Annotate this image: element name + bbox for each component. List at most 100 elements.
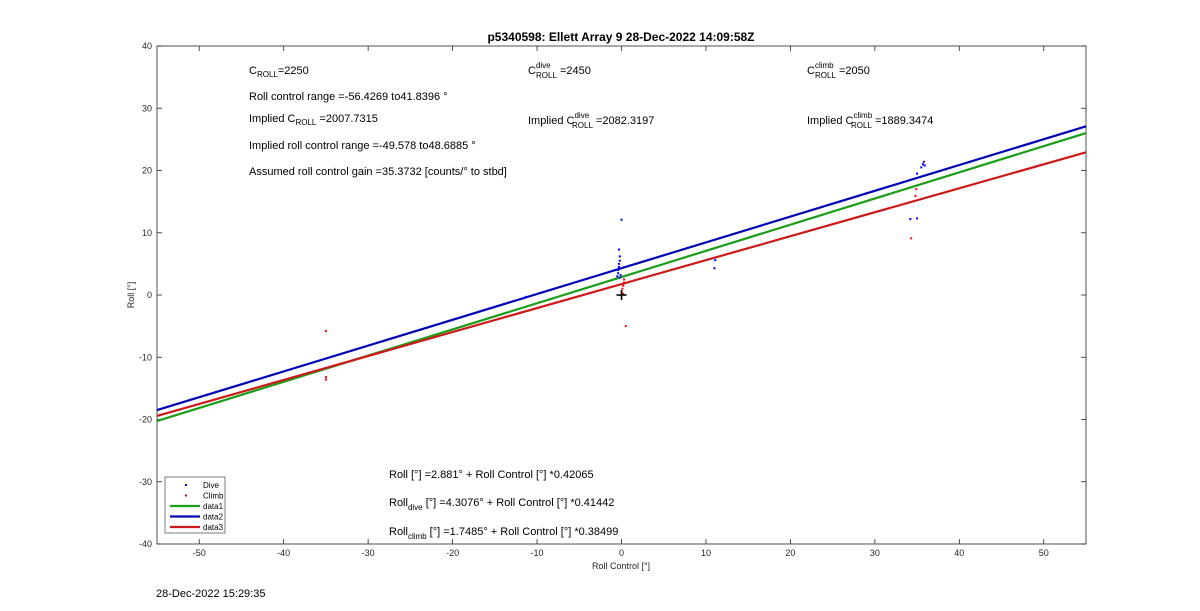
chart-title: p5340598: Ellett Array 9 28-Dec-2022 14:… [487,30,754,44]
dive-point [618,255,621,258]
c-climb-base: C [807,65,815,77]
x-tick-label: 0 [619,548,624,558]
y-tick-label: 40 [142,41,152,51]
y-tick-label: 10 [142,228,152,238]
implied-c-climb-sub: ROLL [851,121,872,130]
dive-point [616,275,619,278]
dive-point [922,160,925,163]
implied-c-roll-value: =2007.7315 [316,113,377,125]
x-axis-label: Roll Control [°] [592,561,650,571]
dive-point [916,217,919,220]
dive-point [617,272,620,275]
implied-c-dive-annotation: Implied Cdive ROLL =2082.3197 [528,111,654,130]
x-tick-label: -40 [277,548,290,558]
dive-point [523,297,526,300]
roll-control-gain: Assumed roll control gain =35.3732 [coun… [249,166,507,178]
dive-point [618,276,621,279]
dive-point [620,218,623,221]
implied-c-dive-sub: ROLL [572,121,593,130]
equation-climb-base: Roll [389,526,408,538]
c-dive-base: C [528,65,536,77]
dive-point [916,172,919,175]
climb-point [910,237,913,240]
climb-point [622,284,625,287]
x-tick-label: 10 [701,548,711,558]
c-roll-sub: ROLL [257,70,278,79]
implied-c-roll-sub: ROLL [295,118,316,127]
y-tick-label: 20 [142,166,152,176]
c-roll-base: C [249,65,257,77]
equation-dive: Rolldive [°] =4.3076° + Roll Control [°]… [389,497,614,512]
implied-c-dive-prefix: Implied C [528,115,575,127]
x-tick-label: 30 [870,548,880,558]
dive-point [714,259,717,262]
climb-point [623,278,626,281]
dive-point [617,269,620,272]
dive-point [617,262,620,265]
climb-point [914,195,917,198]
print-timestamp: 28-Dec-2022 15:29:35 [156,588,266,600]
x-tick-label: -20 [446,548,459,558]
fit-line-data3 [156,151,1087,417]
dive-point [617,248,620,251]
y-tick-label: 0 [147,290,152,300]
axis-ticks: -50 -40 -30 -20 -10 0 10 20 30 40 50 -40 -30 -20 -10 0 1… [139,41,1086,558]
c-climb-annotation: Cclimb ROLL =2050 [807,61,870,80]
c-dive-annotation: Cdive ROLL =2450 [528,61,591,80]
dive-point [923,164,926,167]
implied-c-dive-sup: dive [574,111,589,120]
y-tick-label: -40 [139,539,152,549]
climb-point [324,376,327,379]
legend-label-data3: data3 [203,523,224,532]
c-roll-annotation: CROLL=2250 [249,65,309,79]
climb-point [621,287,624,290]
legend-label-data1: data1 [203,502,224,511]
climb-point [622,292,625,295]
dive-point [525,295,528,298]
y-tick-label: -10 [139,352,152,362]
c-roll-value: =2250 [278,65,309,77]
equation-climb-sub: climb [408,532,427,541]
climb-point [324,378,327,381]
equation-climb-rest: [°] =1.7485° + Roll Control [°] *0.38499 [427,526,619,538]
dive-point [618,259,621,262]
climb-point [623,281,626,284]
dive-point [920,166,923,169]
implied-c-climb-sup: climb [853,111,872,120]
implied-c-dive-value: =2082.3197 [593,115,654,127]
implied-c-climb-prefix: Implied C [807,115,854,127]
implied-c-climb-value: =1889.3474 [872,115,933,127]
c-climb-sup: climb [815,61,834,70]
c-climb-sub: ROLL [815,71,836,80]
climb-point [915,188,918,191]
y-tick-label: -20 [139,415,152,425]
dive-point [909,218,912,221]
data-points [324,160,926,381]
c-dive-value: =2450 [557,65,591,77]
climb-point [624,325,627,328]
fit-lines [156,125,1087,423]
equation-dive-rest: [°] =4.3076° + Roll Control [°] *0.41442 [423,497,615,509]
implied-c-roll-prefix: Implied C [249,113,296,125]
roll-control-range: Roll control range =-56.4269 to41.8396 ° [249,91,448,103]
legend-label-climb: Climb [203,492,224,501]
dive-point [617,265,620,268]
x-tick-label: -50 [193,548,206,558]
legend-label-dive: Dive [203,481,220,490]
c-climb-value: =2050 [836,65,870,77]
implied-roll-range: Implied roll control range =-49.578 to48… [249,140,476,152]
origin-marker [616,290,627,300]
climb-point [324,330,327,333]
legend-marker-dive [185,484,187,486]
x-tick-label: 20 [785,548,795,558]
x-tick-label: -30 [362,548,375,558]
c-dive-sup: dive [536,61,551,70]
equation-all: Roll [°] =2.881° + Roll Control [°] *0.4… [389,469,594,481]
dive-point [922,163,925,166]
equation-climb: Rollclimb [°] =1.7485° + Roll Control [°… [389,526,618,541]
implied-c-climb-annotation: Implied Cclimb ROLL =1889.3474 [807,111,933,130]
equation-dive-base: Roll [389,497,408,509]
dive-point [619,274,622,277]
